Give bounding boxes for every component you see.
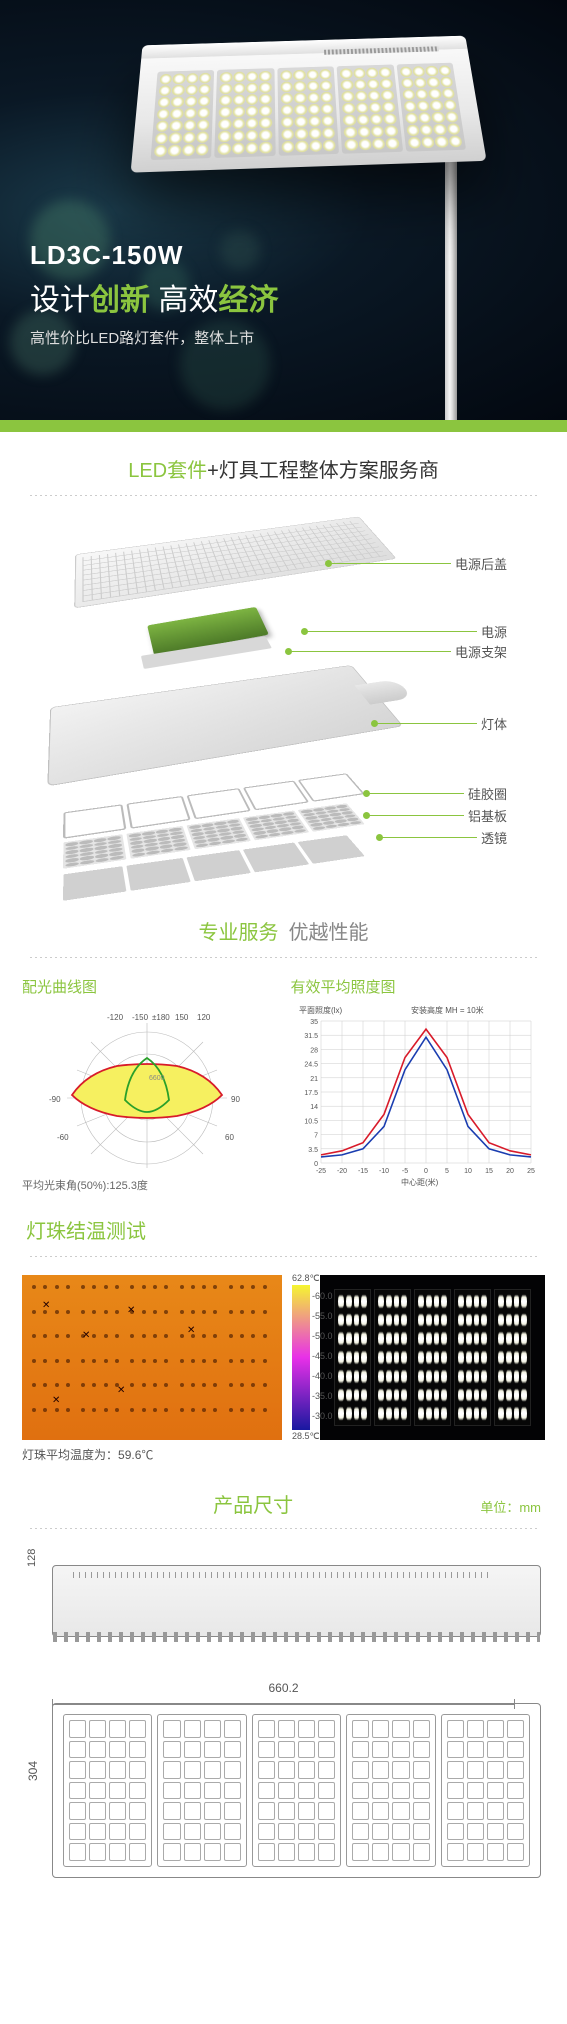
svg-text:3.5: 3.5 <box>308 1147 318 1154</box>
svg-text:±180: ±180 <box>152 1013 170 1022</box>
svg-text:17.5: 17.5 <box>304 1090 318 1097</box>
svg-text:31.5: 31.5 <box>304 1033 318 1040</box>
svg-text:10: 10 <box>464 1168 472 1175</box>
dims-unit: 单位：mm <box>480 1497 541 1516</box>
exploded-diagram: 电源后盖 电源 电源支架 灯体 硅胶圈 铝基板 透镜 <box>20 514 547 894</box>
accent-bar <box>0 420 567 432</box>
svg-text:20: 20 <box>506 1168 514 1175</box>
svg-text:28: 28 <box>310 1047 318 1054</box>
svg-text:-90: -90 <box>49 1095 61 1104</box>
svg-text:-60: -60 <box>57 1133 69 1142</box>
svg-text:21: 21 <box>310 1076 318 1083</box>
svg-text:0: 0 <box>314 1161 318 1168</box>
thermal-max: 62.8℃ <box>292 1273 320 1284</box>
svg-text:-20: -20 <box>336 1168 346 1175</box>
svg-text:中心距(米): 中心距(米) <box>401 1177 439 1187</box>
section-performance-title: 专业服务优越性能 <box>0 894 567 951</box>
svg-text:10.5: 10.5 <box>304 1118 318 1125</box>
label-psu: 电源 <box>481 622 507 641</box>
svg-text:0: 0 <box>424 1168 428 1175</box>
hero-banner: LD3C-150W 设计创新 高效经济 高性价比LED路灯套件，整体上市 <box>0 0 567 420</box>
part-body <box>47 665 403 786</box>
subtitle: 高性价比LED路灯套件，整体上市 <box>30 327 278 348</box>
svg-text:7: 7 <box>314 1133 318 1140</box>
svg-text:-5: -5 <box>401 1168 407 1175</box>
svg-text:25: 25 <box>527 1168 535 1175</box>
section-dims-header: 产品尺寸 单位：mm <box>0 1469 567 1522</box>
polar-title: 配光曲线图 <box>22 976 277 997</box>
section-exploded-title: LED套件+灯具工程整体方案服务商 <box>0 432 567 489</box>
svg-text:平面照度(lx): 平面照度(lx) <box>299 1005 342 1015</box>
thermal-min: 28.5℃ <box>292 1431 320 1442</box>
svg-text:安装高度 MH = 10米: 安装高度 MH = 10米 <box>411 1005 484 1015</box>
side-view: 128 <box>26 1557 541 1657</box>
svg-text:150: 150 <box>175 1013 189 1022</box>
label-bracket: 电源支架 <box>455 642 507 661</box>
svg-text:-10: -10 <box>378 1168 388 1175</box>
illuminance-chart: 有效平均照度图 平面照度(lx) 安装高度 MH = 10米 35 31.5 28 2… <box>291 976 546 1193</box>
section-dims-title: 产品尺寸 <box>26 1489 480 1518</box>
top-view: 660.2 304 <box>26 1681 541 1911</box>
dim-depth: 304 <box>26 1761 40 1781</box>
illuminance-title: 有效平均照度图 <box>291 976 546 997</box>
svg-text:-120: -120 <box>107 1013 124 1022</box>
dim-height: 128 <box>26 1549 38 1567</box>
polar-chart: 配光曲线图 -120 -150 ±180 <box>22 976 277 1193</box>
label-lens: 透镜 <box>481 828 507 847</box>
svg-text:5: 5 <box>445 1168 449 1175</box>
svg-text:15: 15 <box>485 1168 493 1175</box>
svg-text:24.5: 24.5 <box>304 1062 318 1069</box>
svg-text:90: 90 <box>231 1095 240 1104</box>
thermal-image: ✕✕ ✕✕ ✕✕ <box>22 1275 282 1440</box>
svg-text:14: 14 <box>310 1104 318 1111</box>
svg-text:-25: -25 <box>315 1168 325 1175</box>
lit-photo <box>320 1275 545 1440</box>
product-render <box>137 40 517 240</box>
section-thermal-title: 灯珠结温测试 <box>0 1193 567 1250</box>
label-cover: 电源后盖 <box>455 554 507 573</box>
svg-text:6600: 6600 <box>149 1075 165 1082</box>
label-body: 灯体 <box>481 714 507 733</box>
thermal-caption: 灯珠平均温度为：59.6℃ <box>0 1440 567 1469</box>
svg-text:120: 120 <box>197 1013 211 1022</box>
svg-text:-15: -15 <box>357 1168 367 1175</box>
tagline: 设计创新 高效经济 <box>30 275 278 319</box>
product-model: LD3C-150W <box>30 240 278 271</box>
label-ring: 硅胶圈 <box>468 784 507 803</box>
svg-text:35: 35 <box>310 1019 318 1026</box>
svg-text:-150: -150 <box>132 1013 149 1022</box>
thermal-scale: -60.0 -55.0 -50.0 -45.0 -40.0 -35.0 -30.… <box>292 1285 310 1430</box>
dim-width: 660.2 <box>26 1681 541 1695</box>
label-pcb: 铝基板 <box>468 806 507 825</box>
polar-caption: 平均光束角(50%):125.3度 <box>22 1177 277 1193</box>
dimensions-drawings: 128 660.2 304 <box>0 1547 567 1941</box>
thermal-row: ✕✕ ✕✕ ✕✕ 62.8℃ -60.0 -55.0 -50.0 -45.0 -… <box>0 1275 567 1440</box>
svg-text:60: 60 <box>225 1133 234 1142</box>
